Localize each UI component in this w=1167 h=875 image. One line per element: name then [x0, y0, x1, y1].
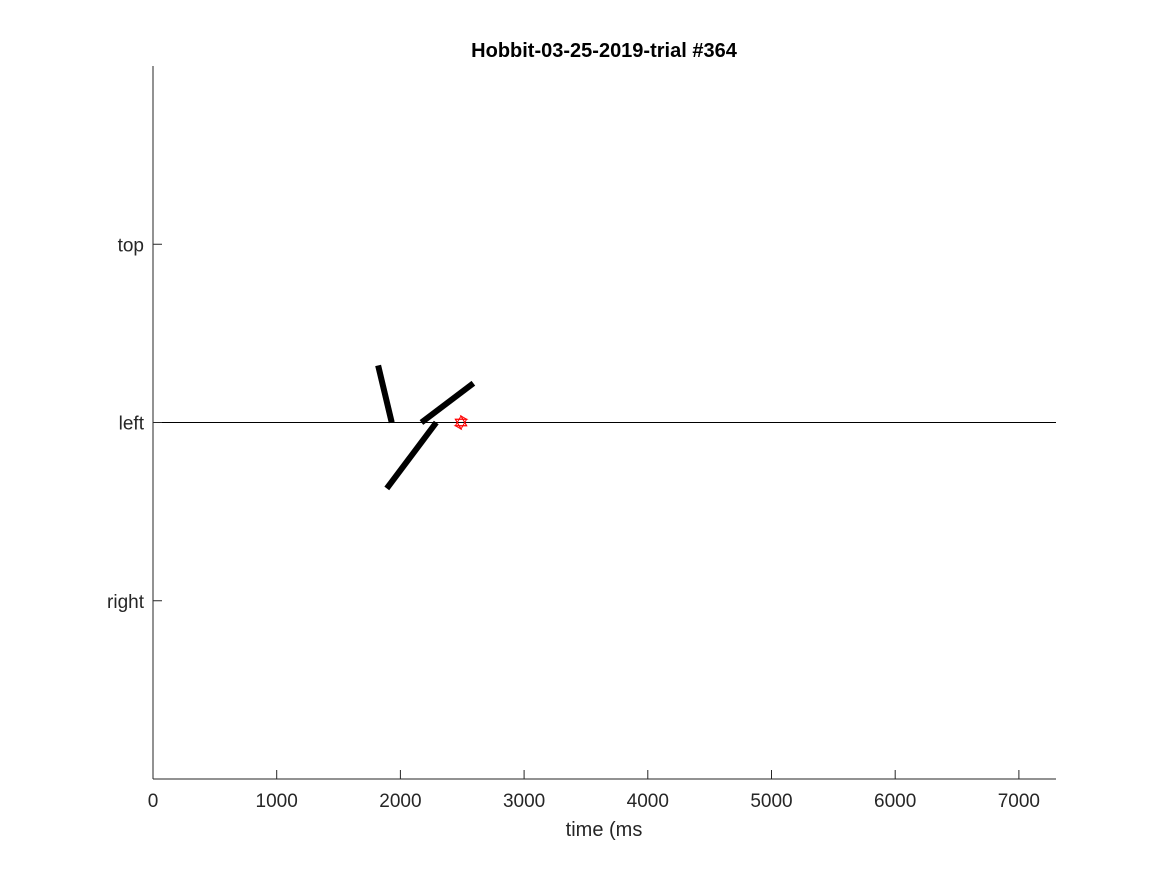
x-tick-label: 7000 [998, 791, 1040, 812]
x-ticks: 0 1000 2000 3000 4000 5000 6000 7000 [148, 770, 1040, 812]
y-tick-label: top [118, 235, 144, 256]
x-tick-label: 0 [148, 791, 159, 812]
saccade-segment-1 [375, 364, 395, 424]
x-tick-label: 6000 [874, 791, 916, 812]
x-tick-label: 4000 [627, 791, 669, 812]
y-tick-label: right [107, 592, 145, 613]
x-tick-label: 5000 [750, 791, 792, 812]
y-ticks: top left right [107, 235, 162, 613]
plot-area [153, 364, 1056, 491]
x-tick-label: 1000 [256, 791, 298, 812]
x-tick-label: 2000 [379, 791, 421, 812]
response-marker-triangle-down [454, 418, 468, 430]
x-axis-label: time (ms [566, 819, 643, 841]
chart-title: Hobbit-03-25-2019-trial #364 [471, 40, 738, 62]
saccade-segment-3 [384, 420, 439, 491]
saccade-segment-2 [419, 380, 476, 425]
response-marker-triangle-up [454, 415, 468, 427]
x-tick-label: 3000 [503, 791, 545, 812]
y-tick-label: left [119, 414, 145, 435]
